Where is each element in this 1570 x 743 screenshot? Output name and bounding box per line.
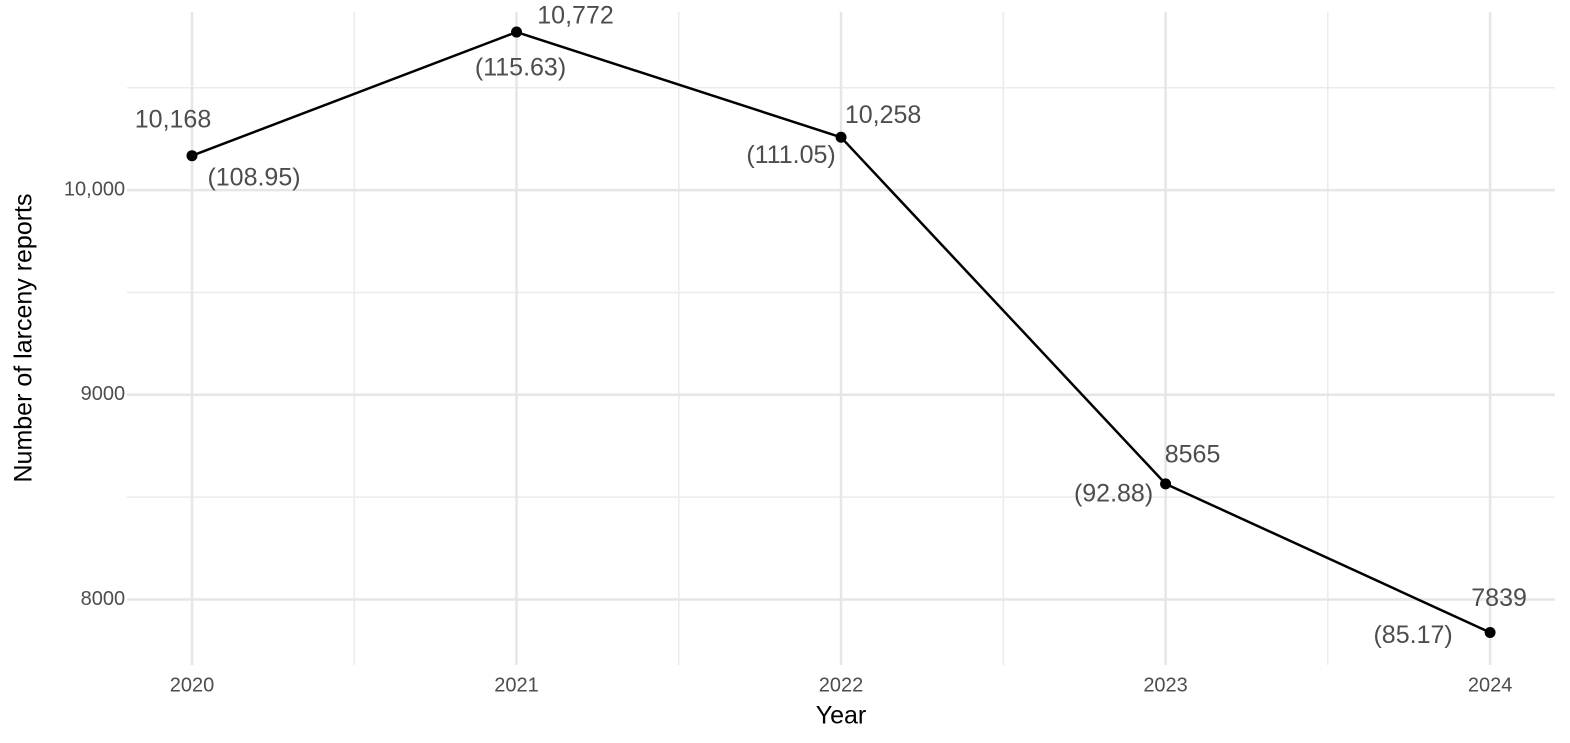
x-tick-label: 2023 — [1143, 674, 1188, 696]
x-tick-label: 2022 — [819, 674, 864, 696]
x-tick-label: 2020 — [170, 674, 215, 696]
x-tick-label: 2021 — [494, 674, 539, 696]
point — [835, 131, 847, 143]
point — [186, 150, 198, 162]
rate-label: (92.88) — [1074, 479, 1153, 507]
data-label: 8565 — [1165, 440, 1221, 468]
data-label: 10,258 — [845, 101, 921, 129]
x-axis-title: Year — [816, 702, 867, 730]
data-label: 10,168 — [135, 105, 211, 133]
data-label: 10,772 — [537, 2, 613, 30]
rate-label: (108.95) — [207, 163, 300, 191]
x-tick-label: 2024 — [1468, 674, 1513, 696]
rate-label: (85.17) — [1373, 621, 1452, 649]
rate-label: (111.05) — [746, 141, 835, 169]
y-axis-title: Number of larceny reports — [10, 193, 38, 482]
rate-label: (115.63) — [475, 54, 566, 82]
point — [511, 26, 523, 38]
y-tick-label: 10,000 — [64, 178, 125, 200]
y-tick-label: 8000 — [81, 588, 126, 610]
data-label: 7839 — [1471, 584, 1527, 612]
point — [1484, 626, 1496, 638]
point — [1160, 478, 1172, 490]
y-tick-label: 9000 — [81, 383, 126, 405]
